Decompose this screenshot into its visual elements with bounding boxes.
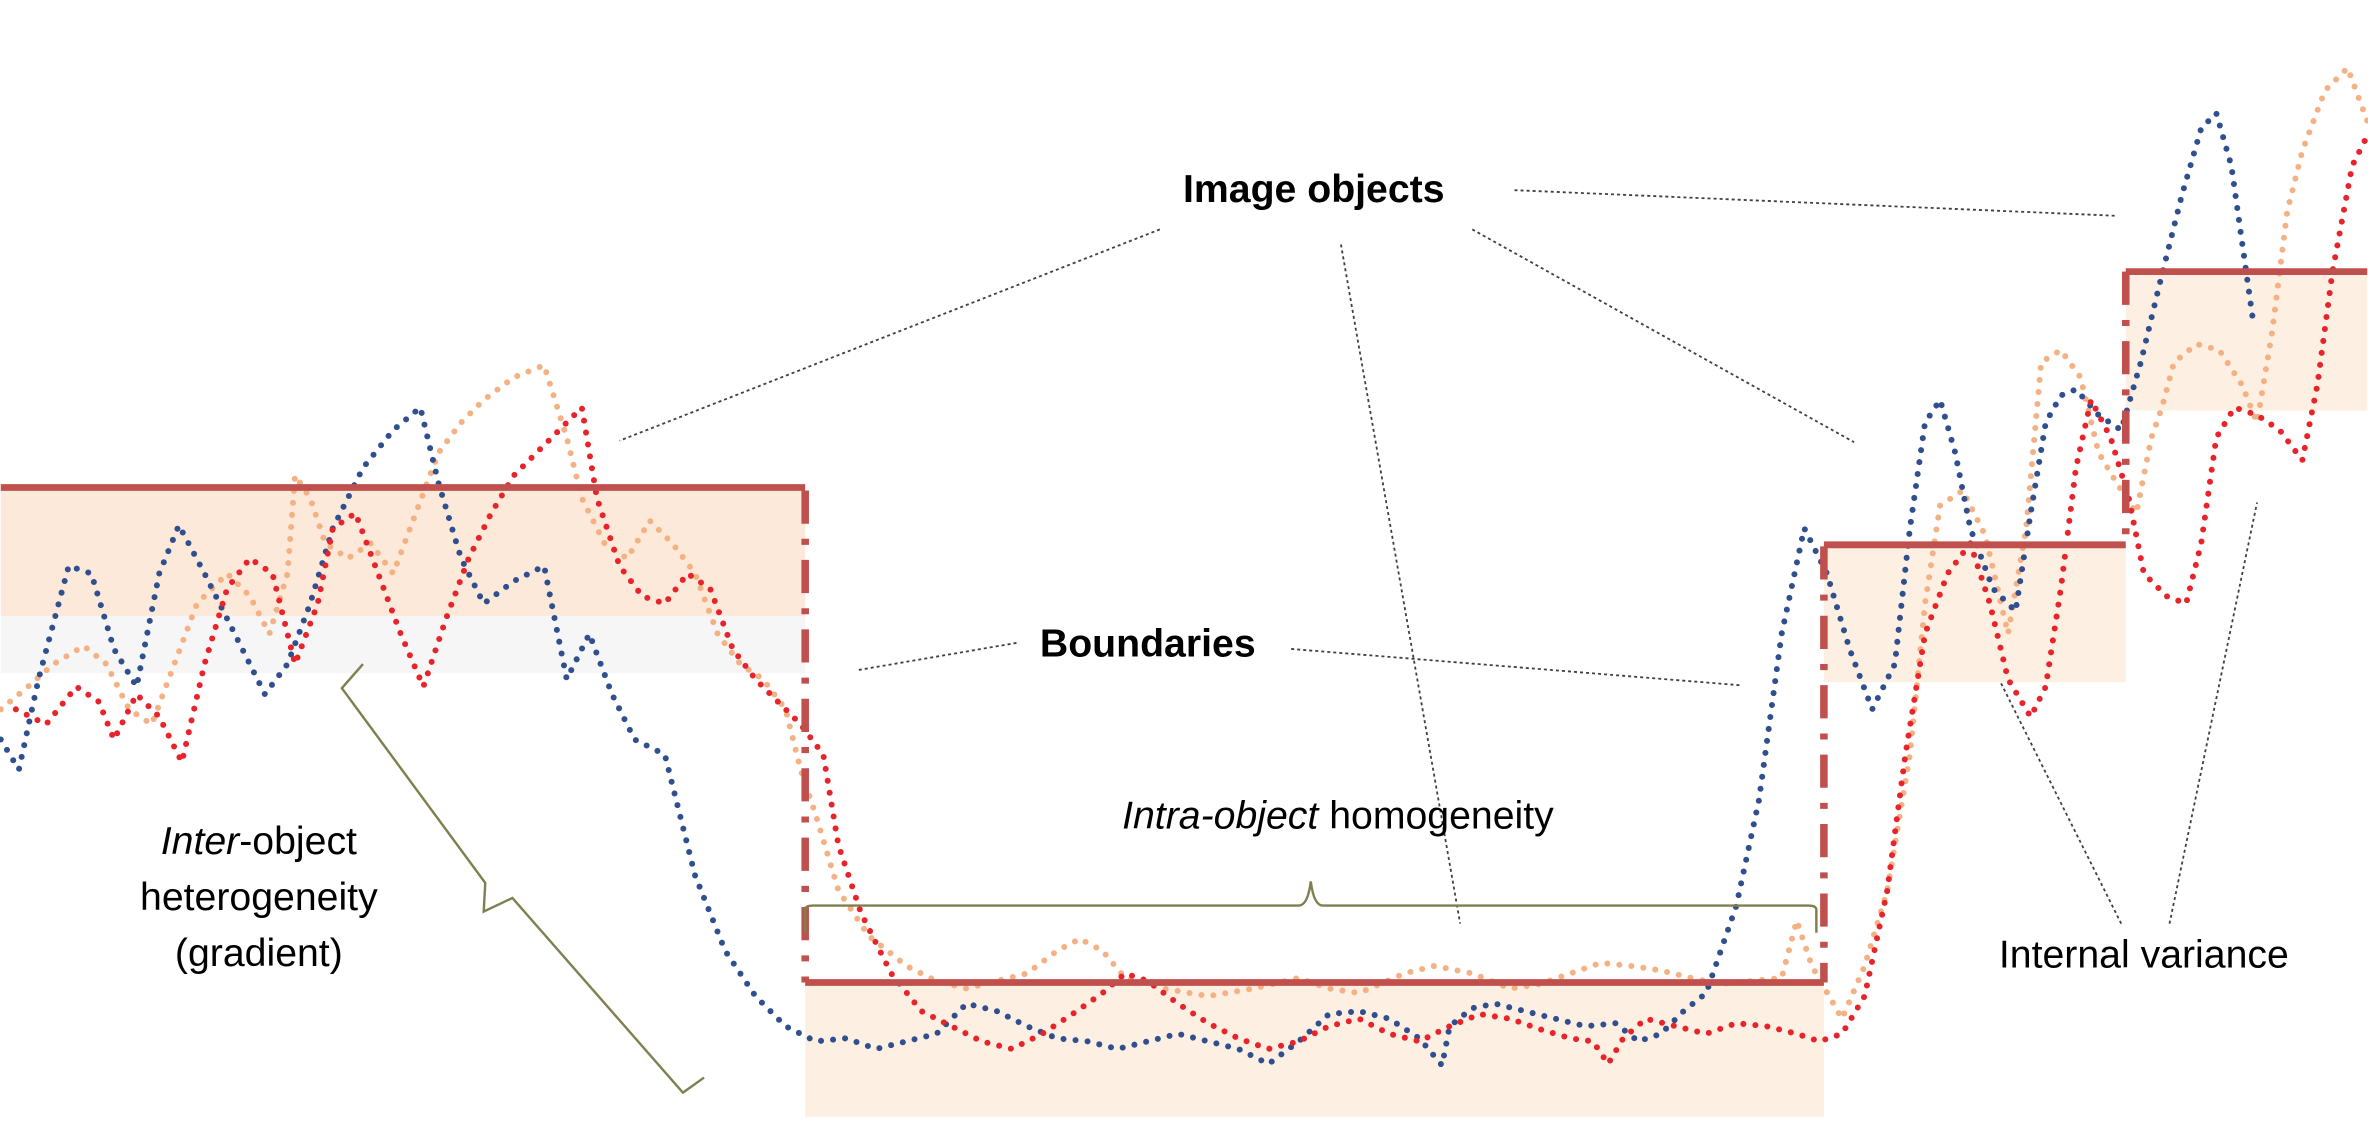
label-inter-italic: Inter (161, 819, 241, 863)
leader-image-objects-left (619, 228, 1161, 442)
series-orange (0, 62, 2368, 1026)
image-object-regions (0, 271, 2368, 1117)
label-intra-object-homogeneity: Intra-object homogeneity (1122, 794, 1554, 838)
label-intra-italic: Intra-object (1122, 794, 1320, 838)
label-heterogeneity: heterogeneity (140, 875, 378, 919)
object-region-bottom (805, 984, 1824, 1117)
object-region-middle-right (1823, 546, 2126, 683)
label-inter-rest: -object (239, 819, 357, 863)
object-boundaries (0, 268, 2368, 986)
series-red (12, 132, 2368, 1070)
leader-image-objects-bottom (1340, 244, 1462, 924)
brace-inter-object (340, 663, 705, 1095)
label-internal-variance: Internal variance (1999, 932, 2289, 976)
brace-intra-object (803, 881, 1818, 933)
series-blue (0, 107, 2256, 1073)
braces (340, 663, 1818, 1095)
label-boundaries: Boundaries (1040, 622, 1256, 666)
leader-variance-left (1999, 681, 2123, 925)
annotations: Image objects Boundaries Intra-object ho… (140, 167, 2289, 976)
leader-variance-right (2168, 502, 2258, 924)
label-gradient: (gradient) (175, 931, 343, 975)
leader-lines (619, 189, 2258, 925)
label-image-objects: Image objects (1183, 167, 1445, 211)
signal-series (0, 62, 2368, 1073)
leader-boundaries-left (857, 642, 1017, 671)
label-inter-object: Inter-object (161, 819, 357, 863)
leader-image-objects-middle (1471, 228, 1855, 443)
leader-image-objects-right (1514, 189, 2117, 217)
label-intra-rest: homogeneity (1318, 794, 1554, 838)
leader-boundaries-right (1291, 648, 1740, 687)
